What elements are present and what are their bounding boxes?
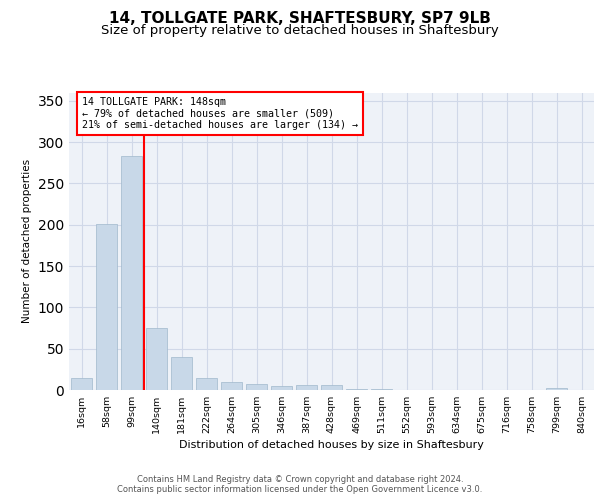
Y-axis label: Number of detached properties: Number of detached properties [22,159,32,324]
Bar [371,389,392,390]
Bar [71,378,92,390]
Bar [146,328,167,390]
Bar [321,385,342,390]
X-axis label: Distribution of detached houses by size in Shaftesbury: Distribution of detached houses by size … [179,440,484,450]
Bar [96,224,117,390]
Bar [221,382,242,390]
Bar [271,386,292,390]
Bar [121,156,142,390]
Text: Contains HM Land Registry data © Crown copyright and database right 2024.
Contai: Contains HM Land Registry data © Crown c… [118,474,482,494]
Bar [296,385,317,390]
Bar [346,389,367,390]
Bar [171,357,192,390]
Bar [246,384,267,390]
Text: 14, TOLLGATE PARK, SHAFTESBURY, SP7 9LB: 14, TOLLGATE PARK, SHAFTESBURY, SP7 9LB [109,11,491,26]
Bar [196,378,217,390]
Text: Size of property relative to detached houses in Shaftesbury: Size of property relative to detached ho… [101,24,499,37]
Bar [546,388,567,390]
Text: 14 TOLLGATE PARK: 148sqm
← 79% of detached houses are smaller (509)
21% of semi-: 14 TOLLGATE PARK: 148sqm ← 79% of detach… [82,96,358,130]
